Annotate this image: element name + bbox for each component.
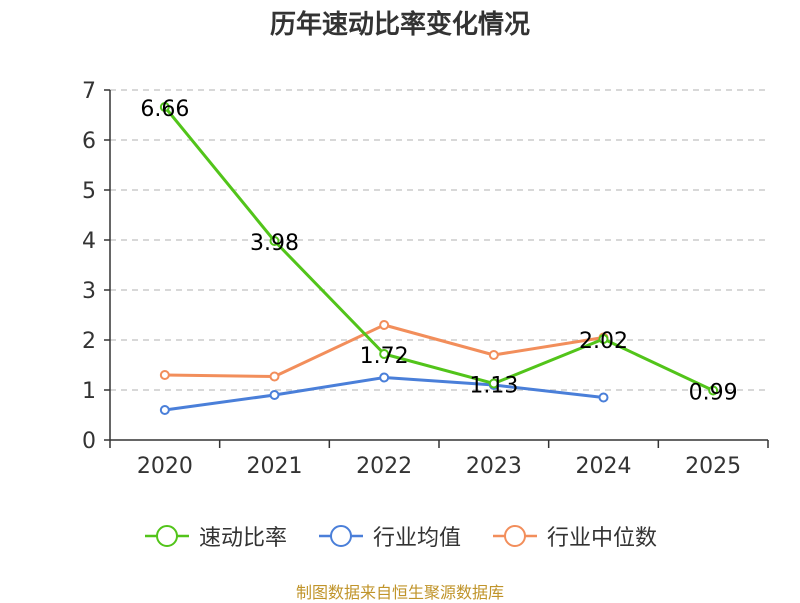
data-point	[379, 349, 390, 359]
tick-labels: 0 1 2 3 4 5 6 7 2020 2021 2022 2023 2024 2025	[82, 79, 741, 479]
legend-label: 行业均值	[372, 526, 461, 551]
legend-item-industry-mean[interactable]: 行业均值	[317, 520, 461, 552]
axes	[104, 89, 769, 448]
data-point	[488, 350, 499, 360]
data-point	[269, 236, 280, 246]
y-tick-label: 1	[82, 379, 96, 404]
data-label: 2.02	[579, 329, 628, 354]
data-label: 6.66	[140, 97, 189, 122]
x-tick-label: 2024	[576, 454, 632, 479]
y-tick-label: 4	[82, 229, 96, 254]
data-point	[269, 371, 280, 382]
legend-marker-icon	[144, 525, 189, 547]
x-tick-label: 2020	[137, 454, 193, 479]
legend-item-quick-ratio[interactable]: 速动比率	[143, 520, 287, 552]
chart-title: 历年速动比率变化情况	[269, 10, 530, 40]
data-point	[159, 370, 170, 380]
data-point	[488, 378, 499, 389]
x-tick-label: 2025	[685, 454, 741, 479]
data-label: 1.13	[469, 374, 518, 399]
y-tick-label: 2	[82, 329, 96, 354]
y-tick-label: 5	[82, 179, 96, 204]
y-tick-label: 6	[82, 129, 96, 154]
legend: 速动比率 行业均值 行业中位数	[0, 520, 800, 552]
data-point	[379, 372, 390, 383]
y-tick-label: 3	[82, 279, 96, 304]
y-tick-label: 0	[82, 429, 96, 454]
legend-item-industry-median[interactable]: 行业中位数	[491, 520, 657, 552]
source-note: 制图数据来自恒生聚源数据库	[295, 583, 504, 602]
data-point	[598, 392, 609, 403]
data-point	[379, 320, 390, 330]
data-point	[598, 334, 609, 344]
y-tick-label: 7	[82, 79, 96, 104]
legend-marker-icon	[318, 525, 363, 547]
data-point	[269, 390, 280, 400]
x-tick-label: 2021	[247, 454, 303, 479]
legend-marker-icon	[493, 525, 537, 547]
x-tick-label: 2022	[356, 454, 412, 479]
grid-lines	[110, 89, 768, 391]
legend-label: 行业中位数	[547, 526, 658, 551]
series-group	[159, 102, 719, 415]
series-line	[163, 106, 714, 392]
data-point	[708, 385, 719, 396]
data-label: 0.99	[689, 381, 738, 406]
data-label: 1.72	[360, 344, 409, 369]
legend-label: 速动比率	[198, 526, 287, 551]
data-labels: 6.66 3.98 1.72 1.13 2.02 0.99	[140, 97, 737, 406]
x-tick-label: 2023	[466, 454, 522, 479]
data-point	[159, 102, 170, 112]
data-point	[159, 405, 170, 415]
data-label: 3.98	[250, 231, 299, 256]
